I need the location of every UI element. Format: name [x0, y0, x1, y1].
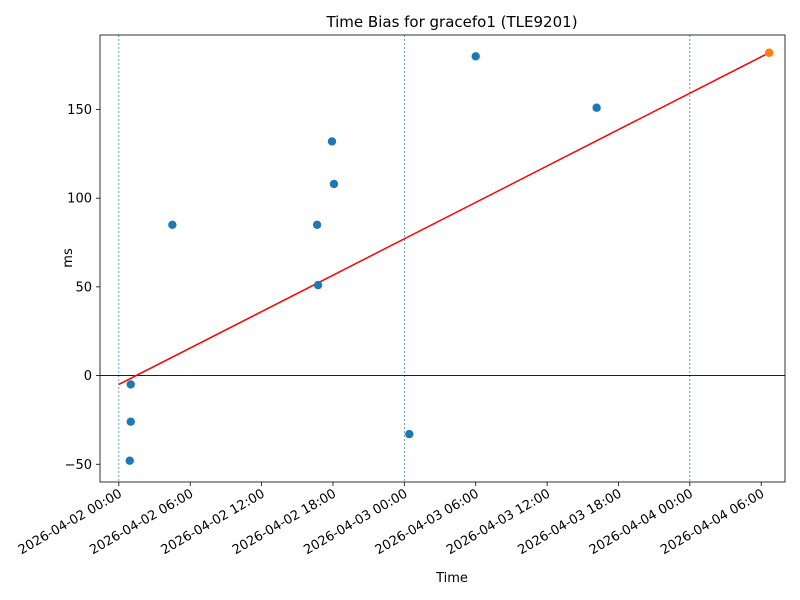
y-tick-label: 100 [67, 192, 92, 207]
plot-frame [99, 34, 786, 483]
y-tick-label: 50 [75, 280, 92, 295]
y-axis-label: ms [61, 248, 76, 268]
data-point [126, 417, 135, 426]
data-point [125, 456, 134, 465]
y-tick-label: 150 [67, 103, 92, 118]
data-point [312, 220, 322, 229]
data-point [126, 380, 135, 389]
data-point [327, 137, 337, 146]
data-point [592, 103, 601, 112]
data-point [313, 280, 323, 290]
y-tick-label: −50 [65, 458, 92, 473]
x-axis-label: Time [435, 571, 468, 586]
chart-title: Time Bias for gracefo1 (TLE9201) [325, 13, 577, 31]
y-tick-label: 0 [84, 369, 92, 384]
trend-line [118, 52, 770, 386]
data-point [329, 179, 339, 189]
data-point [405, 429, 414, 439]
latest-data-point [764, 48, 774, 57]
data-point [471, 52, 480, 61]
data-point [168, 220, 177, 229]
